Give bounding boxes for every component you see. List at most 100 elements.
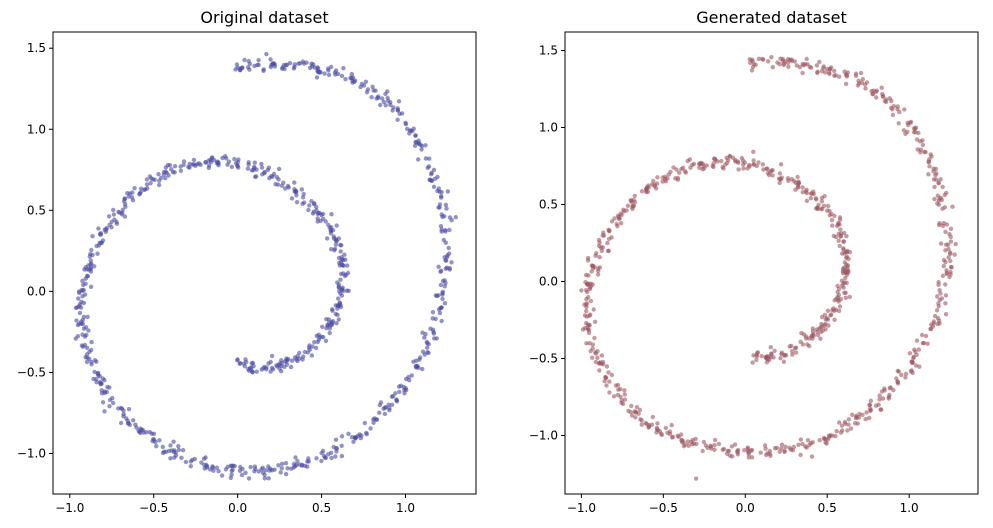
data-point xyxy=(314,75,320,80)
data-point xyxy=(183,459,189,465)
data-point xyxy=(655,421,660,426)
data-point xyxy=(317,335,322,340)
data-point xyxy=(903,131,908,136)
data-point xyxy=(248,464,253,470)
data-point xyxy=(700,448,705,454)
data-point xyxy=(950,204,955,209)
data-point xyxy=(76,296,81,301)
data-point xyxy=(316,66,321,71)
data-point xyxy=(429,178,434,183)
data-point xyxy=(271,171,277,177)
data-point xyxy=(914,352,919,357)
data-point xyxy=(181,159,187,164)
data-point xyxy=(310,344,315,349)
x-tick-label: 1.0 xyxy=(396,501,415,515)
data-point xyxy=(74,318,79,323)
data-point xyxy=(383,405,388,410)
data-point xyxy=(655,175,660,180)
data-point xyxy=(836,292,841,298)
data-point xyxy=(720,447,725,452)
data-point xyxy=(583,272,589,278)
data-point xyxy=(214,465,219,470)
data-point xyxy=(104,389,110,395)
data-point xyxy=(811,333,816,338)
data-point xyxy=(443,202,449,208)
data-point xyxy=(591,307,596,312)
data-point xyxy=(832,317,837,322)
data-point xyxy=(120,207,126,212)
data-point xyxy=(712,447,717,452)
data-point xyxy=(867,415,872,421)
data-point xyxy=(423,332,428,337)
data-point xyxy=(326,222,331,228)
data-point xyxy=(442,301,448,306)
data-point xyxy=(592,335,597,341)
data-point xyxy=(369,95,374,100)
data-point xyxy=(125,191,130,196)
data-point xyxy=(111,207,116,213)
data-point xyxy=(338,242,343,248)
data-point xyxy=(941,221,946,226)
data-point xyxy=(582,313,588,318)
data-point xyxy=(94,359,99,364)
data-point xyxy=(925,341,930,346)
data-point xyxy=(667,429,673,434)
data-point xyxy=(130,190,135,195)
data-point xyxy=(235,65,240,70)
data-point xyxy=(599,353,605,358)
data-point xyxy=(590,355,595,360)
data-point xyxy=(311,209,317,214)
data-point xyxy=(817,59,822,65)
data-point xyxy=(931,319,936,324)
data-point xyxy=(92,369,97,375)
data-point xyxy=(864,410,869,415)
data-point xyxy=(843,270,849,276)
chart-panel-1: −1.0 −0.5 0.0 0.5 1.0 −1.0 −0.5 0.0 0.5 1.0 1.5 Ori… xyxy=(17,8,477,515)
data-point xyxy=(826,323,831,328)
data-point xyxy=(259,161,264,167)
data-point xyxy=(789,58,794,64)
data-point xyxy=(323,219,328,224)
data-point xyxy=(326,72,332,78)
data-point xyxy=(144,182,150,187)
data-point xyxy=(793,187,798,192)
data-point xyxy=(583,280,588,285)
data-point xyxy=(810,329,816,334)
data-point xyxy=(597,254,602,260)
data-point xyxy=(589,269,594,274)
data-point xyxy=(932,313,938,319)
data-point xyxy=(937,221,942,226)
data-point xyxy=(111,212,117,217)
data-point xyxy=(95,251,100,256)
data-point xyxy=(320,324,325,329)
data-point xyxy=(148,181,153,186)
data-point xyxy=(339,453,345,459)
data-point xyxy=(315,339,320,345)
data-point xyxy=(192,456,197,462)
data-point xyxy=(749,455,755,460)
data-point xyxy=(625,203,631,208)
data-point xyxy=(107,404,112,409)
data-point xyxy=(927,164,932,169)
data-point xyxy=(414,358,419,363)
data-point xyxy=(926,172,931,177)
data-point xyxy=(235,358,240,363)
data-point xyxy=(442,214,447,219)
data-point xyxy=(855,421,860,426)
data-point xyxy=(445,189,451,194)
data-point xyxy=(595,266,601,271)
data-point xyxy=(412,143,418,148)
data-point xyxy=(293,455,298,460)
data-point xyxy=(111,400,116,406)
data-point xyxy=(191,157,197,163)
data-point xyxy=(333,454,338,459)
data-point xyxy=(809,454,815,459)
data-point xyxy=(913,125,919,130)
data-point xyxy=(873,89,879,95)
data-point xyxy=(269,468,275,473)
data-point xyxy=(796,442,801,447)
data-point xyxy=(291,465,296,470)
data-point xyxy=(403,376,409,382)
data-point xyxy=(723,162,728,167)
data-point xyxy=(109,225,114,230)
